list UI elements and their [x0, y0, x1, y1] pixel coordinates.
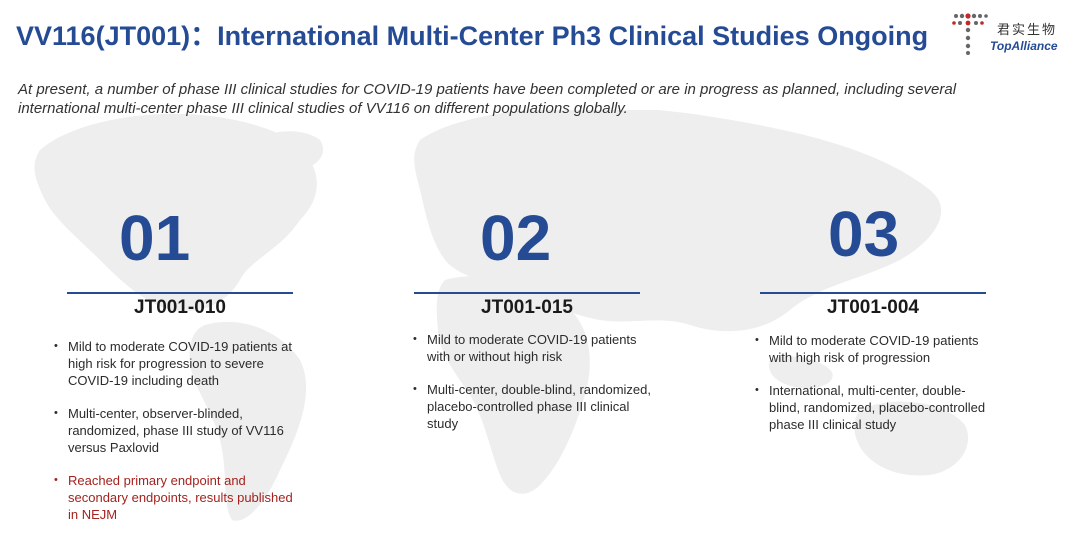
bullet-item: Mild to moderate COVID-19 patients with … — [412, 331, 652, 365]
bullet-item: International, multi-center, double-blin… — [754, 382, 994, 433]
study-bullet-list: Mild to moderate COVID-19 patients with … — [754, 332, 994, 449]
study-number: 01 — [119, 202, 191, 274]
study-code: JT001-010 — [134, 297, 226, 318]
study-bullet-list: Mild to moderate COVID-19 patients with … — [412, 331, 652, 448]
bullet-item: Multi-center, double-blind, randomized, … — [412, 381, 652, 432]
divider — [67, 292, 293, 294]
logo-chinese-text: 君实生物 — [997, 23, 1058, 38]
bullet-item: Mild to moderate COVID-19 patients at hi… — [53, 338, 293, 389]
page-title: VV116(JT001)：International Multi-Center … — [16, 21, 929, 51]
topalliance-logo-icon — [952, 13, 988, 55]
divider — [760, 292, 986, 294]
bullet-item: Mild to moderate COVID-19 patients with … — [754, 332, 994, 366]
divider — [414, 292, 640, 294]
study-code: JT001-015 — [481, 297, 573, 318]
logo-english-text: TopAlliance — [990, 39, 1058, 53]
company-logo: 君实生物 TopAlliance — [950, 12, 1070, 58]
study-bullet-list: Mild to moderate COVID-19 patients at hi… — [53, 338, 293, 539]
study-number: 03 — [828, 198, 900, 270]
study-code: JT001-004 — [827, 297, 919, 318]
study-number: 02 — [480, 202, 552, 274]
bullet-item-highlight: Reached primary endpoint and secondary e… — [53, 472, 293, 523]
intro-paragraph: At present, a number of phase III clinic… — [18, 81, 957, 117]
bullet-item: Multi-center, observer-blinded, randomiz… — [53, 405, 293, 456]
